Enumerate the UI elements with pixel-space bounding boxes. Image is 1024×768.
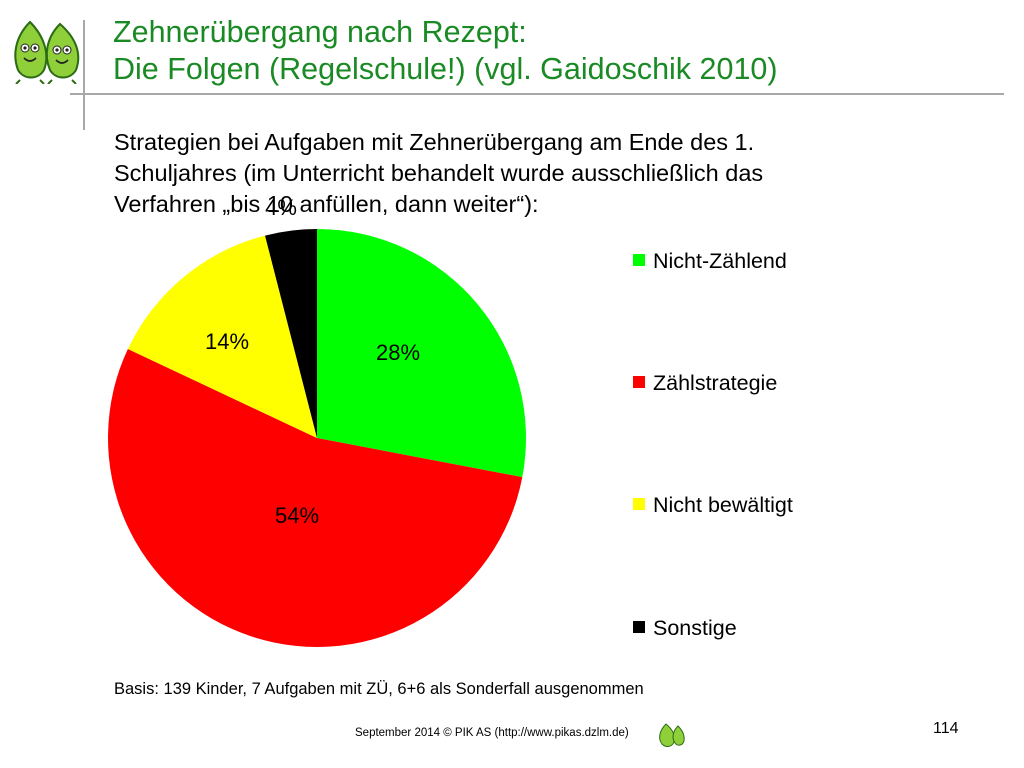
horizontal-divider (70, 93, 1004, 95)
legend-label-2: Zählstrategie (653, 371, 777, 395)
pie-data-labels: 28% 54% 14% 4% (205, 195, 420, 528)
footer-copyright: September 2014 © PIK AS (http://www.pika… (355, 727, 629, 739)
pie-data-label-3: 14% (205, 329, 249, 354)
basis-note: Basis: 139 Kinder, 7 Aufgaben mit ZÜ, 6+… (114, 680, 644, 698)
legend-swatch-4 (633, 621, 645, 633)
pie-slice-1 (317, 228, 527, 478)
chart-description-line-2: Schuljahres (im Unterricht behandelt wur… (114, 160, 764, 186)
vertical-divider (83, 20, 85, 130)
pie-slice-4 (265, 229, 317, 438)
legend-label-1: Nicht-Zählend (653, 249, 787, 273)
pie-slice-3 (127, 235, 317, 438)
pie-data-label-4: 4% (265, 195, 297, 220)
slide-title-line-2: Die Folgen (Regelschule!) (vgl. Gaidosch… (113, 52, 778, 86)
legend-swatch-2 (633, 376, 645, 388)
chart-legend: Nicht-Zählend Zählstrategie Nicht bewältig… (633, 249, 793, 640)
page-number: 114 (933, 720, 959, 737)
legend-swatch-3 (633, 498, 645, 510)
small-leaf-icon (659, 723, 685, 747)
pie-slice-2 (108, 349, 523, 647)
pie-slices (108, 228, 527, 647)
leaf-mascots-icon (14, 20, 80, 84)
legend-label-3: Nicht bewältigt (653, 493, 793, 517)
chart-description: Strategien bei Aufgaben mit Zehnerüberga… (114, 127, 974, 220)
legend-label-4: Sonstige (653, 616, 737, 640)
slide-title: Zehnerübergang nach Rezept: Die Folgen (… (113, 14, 993, 88)
chart-description-line-3: Verfahren „bis 10 anfüllen, dann weiter“… (114, 191, 539, 217)
chart-description-line-1: Strategien bei Aufgaben mit Zehnerüberga… (114, 129, 755, 155)
legend-swatch-1 (633, 254, 645, 266)
pie-data-label-2: 54% (275, 503, 319, 528)
slide-title-line-1: Zehnerübergang nach Rezept: (113, 15, 527, 49)
pie-data-label-1: 28% (376, 340, 420, 365)
